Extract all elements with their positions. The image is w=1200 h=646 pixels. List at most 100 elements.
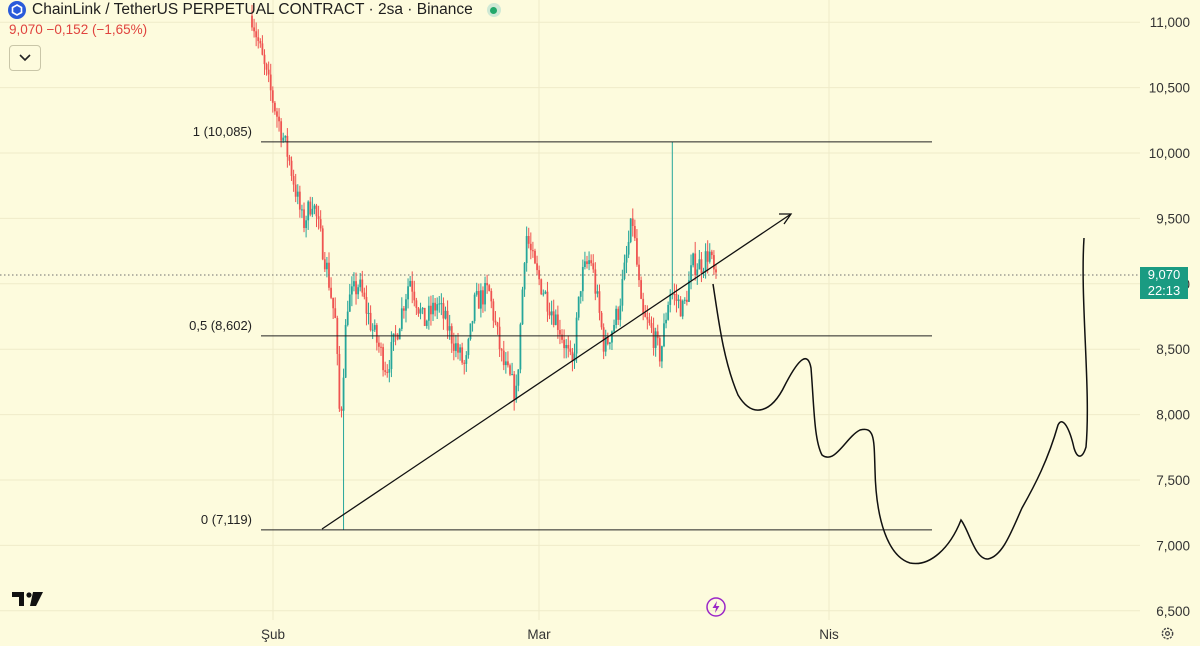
candle-body — [600, 312, 603, 328]
candle-body — [450, 326, 453, 344]
candle-body — [380, 346, 382, 348]
candle-body — [309, 201, 312, 215]
candle-body — [642, 298, 645, 313]
candle-body — [261, 43, 264, 55]
candle-body — [623, 262, 626, 279]
candle-body — [255, 31, 258, 38]
candle-body — [692, 253, 695, 266]
candle-body — [498, 326, 501, 350]
candle-body — [386, 371, 389, 373]
candle-body — [492, 301, 495, 321]
candle-body — [500, 349, 503, 351]
price-change-readout: 9,070 −0,152 (−1,65%) — [9, 22, 148, 37]
candle-body — [421, 307, 424, 310]
candle-body — [359, 279, 362, 288]
candle-body — [369, 312, 372, 330]
candle-body — [278, 116, 280, 122]
candle-body — [301, 209, 303, 211]
candle-body — [579, 291, 582, 297]
last-price-value: 9,070 — [1147, 267, 1181, 282]
candle-body — [298, 191, 301, 210]
collapse-legend-button[interactable] — [9, 45, 41, 71]
last-price-badge: 9,070 22:13 — [1140, 267, 1188, 299]
candle-body — [448, 326, 451, 331]
candle-body — [338, 353, 341, 409]
candle-body — [633, 226, 636, 239]
candle-body — [669, 294, 672, 305]
fib-retracement: 1 (10,085) 0,5 (8,602) 0 (7,119) — [189, 124, 932, 531]
candle-body — [490, 290, 493, 302]
candle-body — [486, 283, 489, 286]
candle-body — [667, 304, 670, 320]
candle-body — [257, 37, 260, 42]
candle-body — [688, 280, 690, 302]
candle-body — [540, 279, 543, 295]
candle-body — [303, 209, 305, 229]
candle-body — [469, 323, 472, 340]
candle-body — [679, 299, 682, 317]
candle-body — [323, 259, 326, 270]
candle-body — [465, 355, 468, 364]
lightning-icon[interactable] — [706, 597, 726, 622]
candle-body — [296, 191, 299, 197]
candle-body — [704, 251, 707, 272]
candle-body — [663, 323, 665, 347]
candle-body — [286, 135, 289, 157]
candle-body — [452, 343, 455, 351]
candle-body — [292, 175, 295, 185]
candle-body — [463, 362, 466, 364]
candle-body — [681, 300, 684, 317]
candle-body — [400, 308, 403, 329]
candle-body — [715, 269, 717, 273]
candle-body — [538, 270, 541, 280]
candle-body — [271, 90, 274, 103]
chevron-down-icon — [19, 54, 31, 62]
candle-body — [700, 259, 703, 274]
candle-body — [685, 299, 688, 302]
price-tick-label: 10,500 — [1149, 81, 1190, 96]
live-status-dot-icon — [486, 3, 501, 17]
candle-body — [552, 311, 555, 325]
candle-body — [444, 310, 447, 319]
candle-body — [515, 385, 518, 400]
candle-body — [644, 312, 647, 317]
fib-level-label: 0 (7,119) — [201, 512, 252, 527]
candle-body — [611, 331, 613, 343]
candle-body — [615, 308, 618, 325]
gear-icon[interactable] — [1160, 626, 1175, 646]
candle-body — [550, 311, 553, 316]
candle-body — [513, 374, 516, 400]
candle-body — [527, 236, 530, 244]
candle-body — [683, 299, 686, 301]
tradingview-logo-icon[interactable] — [12, 590, 44, 613]
candle-body — [596, 291, 599, 294]
time-axis: Şub Mar Nis — [261, 627, 839, 642]
candle-body — [713, 255, 715, 270]
time-tick-label: Nis — [819, 627, 839, 642]
candle-body — [606, 337, 609, 344]
candle-body — [488, 285, 491, 291]
candle-body — [434, 302, 437, 311]
chart-header: ChainLink / TetherUS PERPETUAL CONTRACT … — [8, 0, 501, 20]
candle-body — [706, 251, 709, 262]
candle-body — [373, 325, 376, 330]
candle-body — [411, 280, 414, 292]
time-tick-label: Şub — [261, 627, 285, 642]
candle-body — [640, 280, 642, 299]
candle-body — [334, 308, 337, 318]
time-tick-label: Mar — [527, 627, 551, 642]
candle-body — [677, 299, 680, 301]
candle-body — [708, 251, 711, 262]
candle-body — [290, 160, 293, 176]
price-tick-label: 11,000 — [1150, 15, 1190, 30]
candle-body — [332, 297, 335, 309]
fib-level-label: 0,5 (8,602) — [189, 318, 252, 333]
candle-body — [311, 208, 314, 215]
candle-body — [559, 329, 561, 335]
candle-body — [407, 286, 409, 300]
symbol-title[interactable]: ChainLink / TetherUS PERPETUAL CONTRACT … — [32, 1, 473, 18]
candle-body — [556, 314, 559, 330]
candle-body — [710, 251, 713, 256]
candle-body — [461, 347, 464, 363]
